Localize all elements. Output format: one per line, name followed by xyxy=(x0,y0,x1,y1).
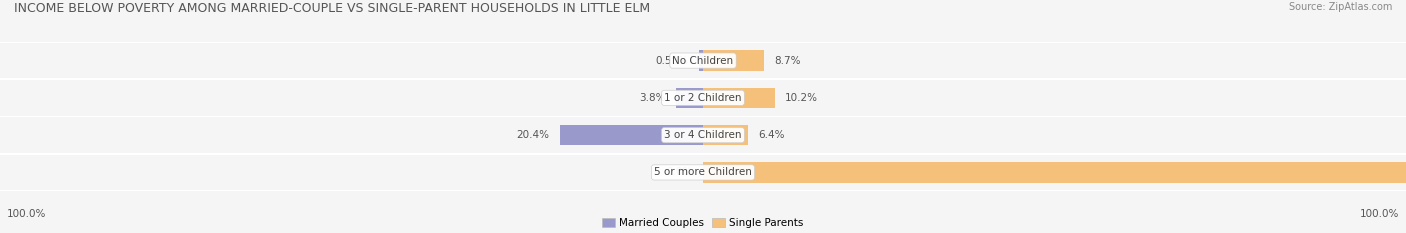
Text: 6.4%: 6.4% xyxy=(759,130,785,140)
Text: No Children: No Children xyxy=(672,56,734,65)
Text: 100.0%: 100.0% xyxy=(7,209,46,219)
Text: 3.8%: 3.8% xyxy=(640,93,666,103)
Bar xyxy=(676,88,703,108)
Bar xyxy=(699,50,703,71)
Bar xyxy=(560,125,703,145)
Legend: Married Couples, Single Parents: Married Couples, Single Parents xyxy=(603,218,803,228)
Text: 100.0%: 100.0% xyxy=(1360,209,1399,219)
Text: 5 or more Children: 5 or more Children xyxy=(654,168,752,177)
Bar xyxy=(703,162,1406,183)
Bar xyxy=(703,88,775,108)
Text: Source: ZipAtlas.com: Source: ZipAtlas.com xyxy=(1288,2,1392,12)
Text: 20.4%: 20.4% xyxy=(516,130,548,140)
Text: 8.7%: 8.7% xyxy=(775,56,801,65)
Bar xyxy=(703,50,765,71)
Text: 10.2%: 10.2% xyxy=(785,93,818,103)
Text: 0.58%: 0.58% xyxy=(655,56,689,65)
Text: 1 or 2 Children: 1 or 2 Children xyxy=(664,93,742,103)
Text: 0.0%: 0.0% xyxy=(666,168,693,177)
Bar xyxy=(703,125,748,145)
Text: 3 or 4 Children: 3 or 4 Children xyxy=(664,130,742,140)
Text: INCOME BELOW POVERTY AMONG MARRIED-COUPLE VS SINGLE-PARENT HOUSEHOLDS IN LITTLE : INCOME BELOW POVERTY AMONG MARRIED-COUPL… xyxy=(14,2,650,15)
